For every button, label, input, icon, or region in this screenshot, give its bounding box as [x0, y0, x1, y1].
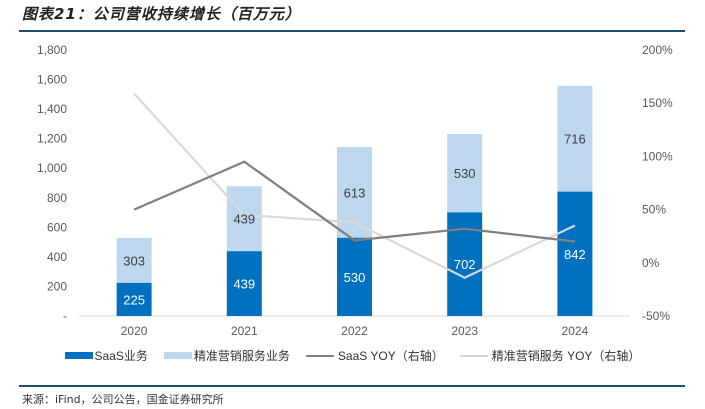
- legend-item-marketing: 精准营销服务业务: [163, 347, 290, 364]
- legend-label-saas: SaaS业务: [94, 349, 148, 363]
- legend-swatch-marketing: [163, 352, 192, 359]
- left-axis-tick-label: 600: [47, 220, 67, 234]
- bar-marketing-label: 613: [344, 185, 366, 200]
- legend-swatch-saas: [64, 352, 93, 359]
- legend-label-marketing-yoy: 精准营销服务 YOY（右轴）: [491, 349, 641, 363]
- bar-marketing-label: 716: [564, 132, 586, 147]
- revenue-chart: - 200 400 600 800 1,000 1,200 1,400 1,600 1,800 -5…: [37, 43, 673, 338]
- left-axis-tick-label: -: [63, 309, 67, 323]
- left-axis-tick-label: 400: [47, 250, 67, 264]
- x-axis-tick-label: 2024: [562, 324, 589, 338]
- bar-marketing: [226, 186, 262, 252]
- right-axis-tick-label: 150%: [642, 96, 673, 110]
- bar-marketing-label: 303: [123, 253, 145, 268]
- right-axis-tick-label: -50%: [642, 309, 670, 323]
- legend-label-marketing: 精准营销服务业务: [193, 349, 290, 363]
- bar-saas-label: 225: [123, 292, 145, 307]
- chart-legend: SaaS业务 精准营销服务业务 SaaS YOY（右轴） 精准营销服务 YOY（…: [0, 347, 705, 364]
- left-axis-tick-label: 1,400: [37, 102, 67, 116]
- legend-swatch-saas-yoy: [305, 354, 334, 357]
- bar-saas: [337, 237, 372, 316]
- left-axis-tick-label: 800: [47, 191, 67, 205]
- bar-marketing-label: 439: [233, 212, 255, 227]
- left-axis-tick-label: 1,200: [37, 132, 67, 146]
- bar-marketing: [447, 133, 483, 213]
- right-axis-tick-label: 0%: [642, 256, 660, 270]
- bar-marketing: [116, 237, 152, 283]
- bar-marketing-label: 530: [454, 166, 476, 181]
- right-axis-tick-label: 200%: [642, 43, 673, 57]
- x-axis-tick-label: 2020: [121, 324, 148, 338]
- left-axis-tick-label: 1,800: [37, 43, 67, 57]
- bar-saas: [116, 282, 152, 316]
- right-axis-tick-label: 50%: [642, 203, 666, 217]
- bar-saas: [226, 251, 262, 316]
- left-axis-tick-label: 1,600: [37, 73, 67, 87]
- bar-marketing: [557, 85, 593, 192]
- x-axis-tick-label: 2022: [341, 324, 368, 338]
- bar-saas: [557, 191, 593, 316]
- source-note: 来源：iFind，公司公告，国金证券研究所: [22, 393, 224, 406]
- legend-item-saas: SaaS业务: [64, 347, 148, 364]
- bar-saas-label: 842: [564, 247, 586, 262]
- bar-saas-label: 530: [344, 270, 366, 285]
- left-axis-tick-label: 1,000: [37, 161, 67, 175]
- x-axis-tick-label: 2021: [231, 324, 258, 338]
- legend-item-marketing-yoy: 精准营销服务 YOY（右轴）: [459, 347, 641, 364]
- right-axis-tick-label: 100%: [642, 149, 673, 163]
- bar-saas-label: 702: [454, 257, 476, 272]
- figure-title: 图表21：公司营收持续增长（百万元）: [22, 5, 301, 23]
- x-axis-tick-label: 2023: [451, 324, 478, 338]
- bottom-rule: [19, 385, 685, 387]
- legend-label-saas-yoy: SaaS YOY（右轴）: [337, 349, 444, 363]
- left-axis-tick-label: 200: [47, 279, 67, 293]
- legend-swatch-marketing-yoy: [459, 354, 488, 357]
- top-rule: [19, 30, 685, 32]
- bar-saas-label: 439: [233, 277, 255, 292]
- legend-item-saas-yoy: SaaS YOY（右轴）: [305, 347, 444, 364]
